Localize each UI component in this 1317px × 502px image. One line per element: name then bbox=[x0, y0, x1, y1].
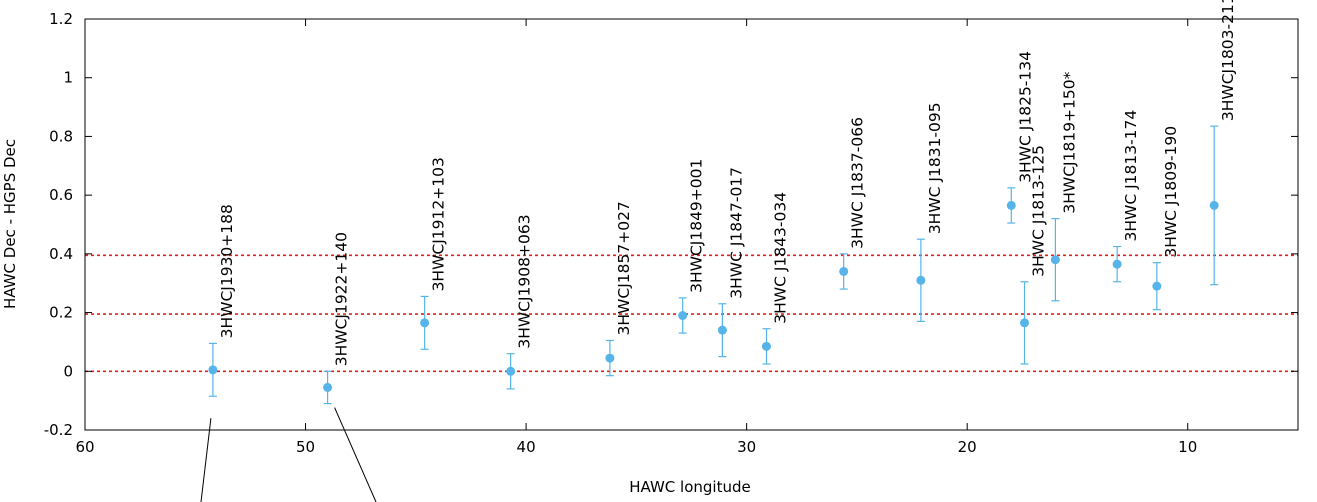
x-tick-label: 50 bbox=[296, 438, 315, 456]
source-label: 3HWCJ1803-211* bbox=[1219, 0, 1237, 121]
y-tick-label: 0.8 bbox=[49, 127, 73, 145]
y-tick-label: 1.2 bbox=[49, 10, 73, 28]
source-label: 3HWC J1813-174 bbox=[1122, 110, 1140, 242]
source-label: 3HWCJ1849+001 bbox=[688, 159, 706, 293]
x-tick-label: 20 bbox=[958, 438, 977, 456]
source-label: 3HWC J1831-095 bbox=[926, 102, 944, 234]
source-label: 3HWC J1837-066 bbox=[849, 117, 867, 249]
source-label: 3HWCJ1908+063 bbox=[516, 214, 534, 348]
source-label: 3HWC J1847-017 bbox=[727, 167, 745, 299]
x-axis-title: HAWC longitude bbox=[629, 478, 750, 496]
source-label: 3HWCJ1930+188 bbox=[218, 204, 236, 338]
pointer-line bbox=[200, 418, 212, 502]
source-label: 3HWC J1809-190 bbox=[1162, 126, 1180, 258]
source-label: 3HWCJ1857+027 bbox=[615, 201, 633, 335]
y-tick-label: 0.4 bbox=[49, 245, 73, 263]
y-tick-label: 1 bbox=[63, 69, 73, 87]
data-point bbox=[678, 311, 688, 321]
y-tick-label: 0.6 bbox=[49, 186, 73, 204]
data-point bbox=[208, 365, 218, 375]
data-point bbox=[420, 318, 430, 328]
data-point bbox=[605, 353, 615, 363]
data-point bbox=[1152, 281, 1162, 291]
plot-frame bbox=[84, 18, 1299, 431]
source-label: 3HWCJ1912+103 bbox=[430, 157, 448, 291]
source-label: 3HWCJ1922+140 bbox=[333, 232, 351, 366]
x-tick-label: 40 bbox=[517, 438, 536, 456]
data-point bbox=[1112, 259, 1122, 269]
source-label: 3HWC J1813-125 bbox=[1030, 145, 1048, 277]
data-point bbox=[761, 341, 771, 351]
data-point bbox=[916, 275, 926, 285]
y-axis-title: HAWC Dec - HGPS Dec bbox=[1, 139, 19, 309]
data-point bbox=[1006, 200, 1016, 210]
y-tick-label: 0 bbox=[63, 362, 73, 380]
x-tick-label: 10 bbox=[1178, 438, 1197, 456]
y-tick-label: -0.2 bbox=[44, 421, 73, 439]
data-point bbox=[1020, 318, 1030, 328]
data-point bbox=[717, 325, 727, 335]
data-point bbox=[323, 382, 333, 392]
source-label: 3HWC J1825-134 bbox=[1016, 51, 1034, 183]
data-point bbox=[506, 366, 516, 376]
data-point bbox=[1050, 255, 1060, 265]
source-label: 3HWCJ1819+150* bbox=[1060, 71, 1078, 213]
x-tick-label: 60 bbox=[75, 438, 94, 456]
pointer-line bbox=[334, 407, 377, 502]
x-tick-label: 30 bbox=[737, 438, 756, 456]
y-tick-label: 0.2 bbox=[49, 304, 73, 322]
data-point bbox=[1209, 200, 1219, 210]
data-point bbox=[839, 266, 849, 276]
source-label: 3HWC J1843-034 bbox=[771, 192, 789, 324]
